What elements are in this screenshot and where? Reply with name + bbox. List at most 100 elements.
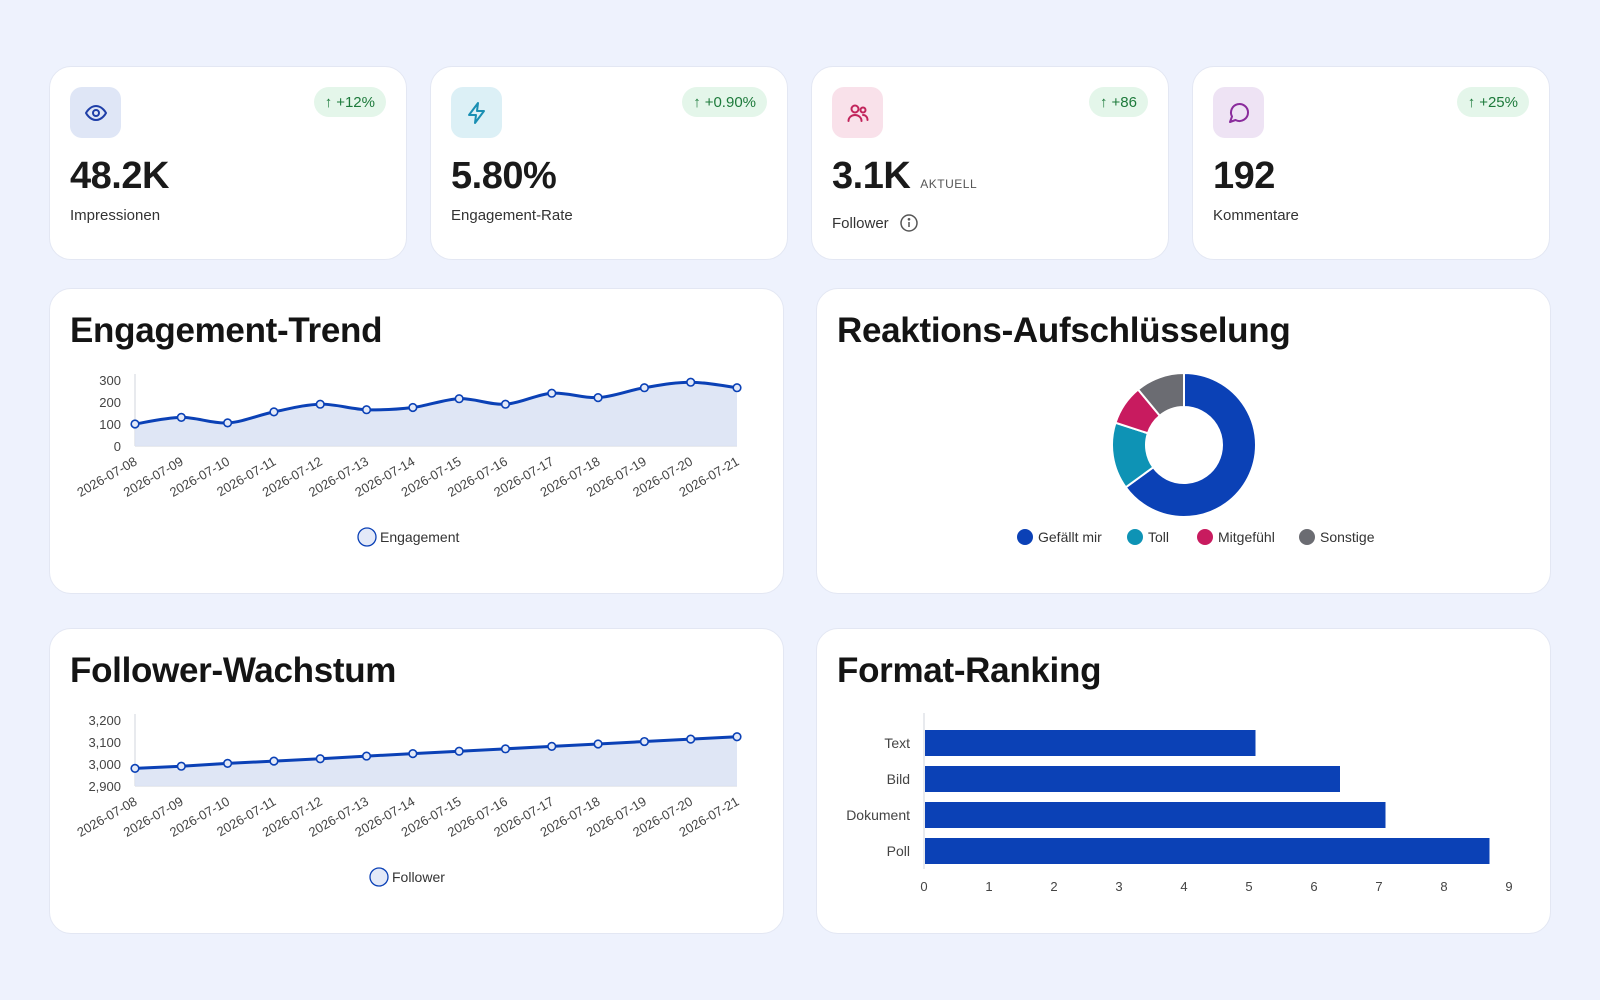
format-ranking-panel: Format-Ranking Text Bild Dokument Poll 0 1 2 3 4… xyxy=(816,628,1551,934)
legend-label: Gefällt mir xyxy=(1038,529,1102,545)
arrow-up-icon: ↑ xyxy=(1467,93,1476,111)
kpi-label: Engagement-Rate xyxy=(451,207,573,224)
data-point xyxy=(500,399,511,409)
format-ranking-chart: Text Bild Dokument Poll 0 1 2 3 4 5 6 7 8 9 xyxy=(846,713,1513,894)
data-point xyxy=(547,741,557,751)
data-point xyxy=(500,744,511,754)
x-tick-label: 4 xyxy=(1180,879,1187,894)
x-tick-label: 2 xyxy=(1050,879,1057,894)
donut-slice xyxy=(1124,371,1257,518)
y-tick-label: 200 xyxy=(99,395,121,410)
y-tick-label: Text xyxy=(884,735,910,751)
delta-badge: ↑ +12% xyxy=(313,87,386,117)
follower-growth-chart: 2,9003,0003,1003,2002026-07-082026-07-09… xyxy=(74,713,742,887)
bar xyxy=(925,802,1386,828)
legend-label: Toll xyxy=(1148,529,1169,545)
data-point xyxy=(130,419,140,429)
data-point xyxy=(593,739,603,749)
legend-marker xyxy=(1127,529,1143,545)
legend-marker xyxy=(369,867,389,887)
series-line xyxy=(134,735,738,770)
data-point xyxy=(361,751,372,761)
comment-icon xyxy=(1213,87,1264,138)
data-point xyxy=(361,405,372,415)
kpi-card-comments: ↑ +25% 192 Kommentare xyxy=(1192,66,1550,260)
y-tick-label: 3,100 xyxy=(88,735,121,750)
data-point xyxy=(454,746,464,756)
data-point xyxy=(547,388,557,398)
arrow-up-icon: ↑ xyxy=(693,93,701,111)
series-area xyxy=(135,382,737,446)
y-tick-label: 100 xyxy=(99,417,121,432)
kpi-card-impressions: ↑ +12% 48.2K Impressionen xyxy=(49,66,407,260)
arrow-up-icon: ↑ xyxy=(1100,93,1108,111)
data-point xyxy=(686,734,696,744)
kpi-card-follower: ↑ +86 3.1K AKTUELL Follower xyxy=(811,66,1169,260)
y-tick-label: Dokument xyxy=(846,807,910,823)
y-tick-label: 3,200 xyxy=(88,713,121,728)
data-point xyxy=(269,756,279,766)
data-point xyxy=(269,407,279,417)
legend-marker xyxy=(1197,529,1213,545)
kpi-label: Impressionen xyxy=(70,207,161,224)
kpi-label: Kommentare xyxy=(1213,207,1299,224)
x-tick-label: 3 xyxy=(1115,879,1122,894)
panel-title: Engagement-Trend xyxy=(70,311,383,350)
delta-badge: ↑ +25% xyxy=(1456,87,1529,117)
x-tick-label: 1 xyxy=(985,879,992,894)
data-point xyxy=(454,394,464,404)
reactions-donut-chart: Gefällt mir Toll Mitgefühl Sonstige xyxy=(1017,371,1375,545)
donut-slice xyxy=(1136,371,1185,418)
data-point xyxy=(408,402,418,413)
y-tick-label: 3,000 xyxy=(88,757,121,772)
kpi-value: 192 xyxy=(1213,155,1275,197)
series-area xyxy=(135,736,737,786)
kpi-value: 3.1K AKTUELL xyxy=(832,155,978,197)
engagement-trend-panel: Engagement-Trend 0 100 200 300 2026-07-08 202… xyxy=(49,288,784,594)
delta-badge: ↑ +86 xyxy=(1089,87,1148,117)
panel-title: Format-Ranking xyxy=(837,651,1102,690)
info-icon[interactable] xyxy=(899,213,919,233)
legend-label: Sonstige xyxy=(1320,529,1375,545)
data-point xyxy=(315,754,325,764)
bar xyxy=(925,838,1490,864)
legend-label: Follower xyxy=(392,869,445,885)
reactions-panel: Reaktions-Aufschlüsselung Gefällt mir Tol… xyxy=(816,288,1551,594)
data-point xyxy=(176,761,186,771)
users-icon xyxy=(832,87,883,138)
legend-label: Mitgefühl xyxy=(1218,529,1275,545)
data-point xyxy=(176,412,186,422)
data-point xyxy=(130,763,140,773)
bar xyxy=(925,766,1340,792)
data-point xyxy=(639,736,649,747)
arrow-up-icon: ↑ xyxy=(324,93,333,111)
kpi-value: 5.80% xyxy=(451,155,557,197)
engagement-trend-chart: 01002003002026-07-082026-07-092026-07-10… xyxy=(74,373,742,547)
y-tick-label: Poll xyxy=(887,843,910,859)
data-point xyxy=(639,383,649,393)
data-point xyxy=(686,377,696,387)
data-point xyxy=(732,732,742,742)
x-tick-label: 9 xyxy=(1505,879,1512,894)
legend-marker xyxy=(357,527,377,547)
x-tick-label: 5 xyxy=(1245,879,1252,894)
kpi-value: 48.2K xyxy=(70,155,169,197)
data-point xyxy=(408,749,418,759)
kpi-label: Follower xyxy=(832,213,919,233)
kpi-value-suffix: AKTUELL xyxy=(920,177,978,191)
legend-marker xyxy=(1017,529,1033,545)
x-tick-label: 8 xyxy=(1440,879,1447,894)
kpi-card-engagement-rate: ↑ +0.90% 5.80% Engagement-Rate xyxy=(430,66,788,260)
data-point xyxy=(223,758,233,768)
panel-title: Follower-Wachstum xyxy=(70,651,397,690)
x-tick-label: 6 xyxy=(1310,879,1317,894)
y-tick-label: Bild xyxy=(887,771,910,787)
follower-growth-panel: Follower-Wachstum 2,900 3,000 3,100 3,200 20… xyxy=(49,628,784,934)
data-point xyxy=(223,418,233,428)
y-tick-label: 0 xyxy=(114,439,121,454)
legend-marker xyxy=(1299,529,1315,545)
data-point xyxy=(732,383,742,393)
x-tick-label: 7 xyxy=(1375,879,1382,894)
data-point xyxy=(593,392,603,403)
panel-title: Reaktions-Aufschlüsselung xyxy=(837,311,1291,350)
